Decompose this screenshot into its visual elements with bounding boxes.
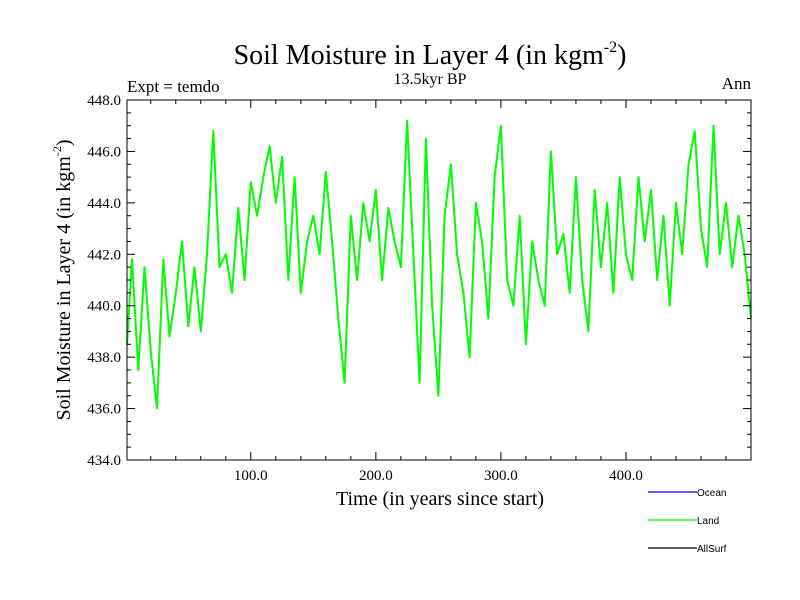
x-tick-label: 300.0 — [484, 468, 518, 484]
y-tick-label: 436.0 — [87, 402, 121, 418]
y-tick-label: 446.0 — [87, 144, 121, 160]
y-axis-label-text: Soil Moisture in Layer 4 (in kgm — [53, 156, 75, 421]
chart-title-text: Soil Moisture in Layer 4 (in kgm — [234, 40, 604, 71]
chart-subtitle: 13.5kyr BP — [394, 71, 467, 88]
legend-label-land: Land — [697, 516, 719, 527]
y-tick-label: 440.0 — [87, 299, 121, 315]
y-tick-label: 444.0 — [87, 196, 121, 212]
x-axis-label: Time (in years since start) — [336, 488, 544, 510]
series-line-land — [126, 119, 752, 410]
y-tick-label: 434.0 — [87, 453, 121, 469]
chart-title-close: ) — [617, 40, 626, 71]
y-axis-label-close: ) — [53, 139, 75, 146]
x-tick-label: 400.0 — [609, 468, 643, 484]
legend-label-allsurf: AllSurf — [697, 544, 727, 555]
y-tick-label: 448.0 — [87, 93, 121, 109]
chart-title-superscript: -2 — [604, 39, 617, 56]
y-axis-label-superscript: -2 — [50, 146, 64, 156]
x-tick-label: 200.0 — [359, 468, 393, 484]
legend-label-ocean: Ocean — [697, 488, 726, 499]
experiment-label: Expt = temdo — [127, 77, 220, 96]
period-label: Ann — [722, 74, 752, 93]
chart-title: Soil Moisture in Layer 4 (in kgm-2) — [234, 39, 627, 71]
y-tick-label: 438.0 — [87, 350, 121, 366]
y-tick-label: 442.0 — [87, 247, 121, 263]
y-axis-label: Soil Moisture in Layer 4 (in kgm-2) — [50, 139, 75, 420]
x-tick-label: 100.0 — [234, 468, 268, 484]
